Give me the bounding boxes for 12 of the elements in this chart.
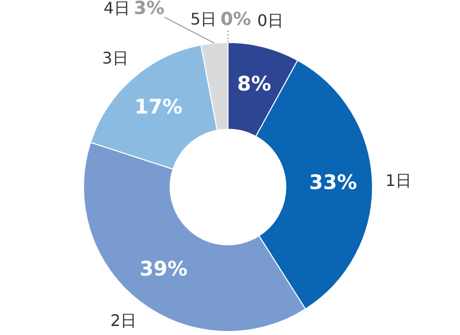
slice-label: 0日 xyxy=(257,11,284,30)
text: 0% xyxy=(220,9,252,30)
slice-label: 3日 xyxy=(102,48,128,68)
category-label: 5日 xyxy=(190,10,217,29)
slice-label: 4日 xyxy=(104,0,130,18)
slice-label: 2日 xyxy=(110,310,137,330)
data-label: 17% xyxy=(134,94,182,118)
data-label: 33% xyxy=(309,170,358,194)
data-label: 39% xyxy=(140,256,188,280)
data-label: 3% xyxy=(134,0,164,19)
slice-label: 1日 xyxy=(385,170,412,190)
data-label: 8% xyxy=(237,71,272,96)
